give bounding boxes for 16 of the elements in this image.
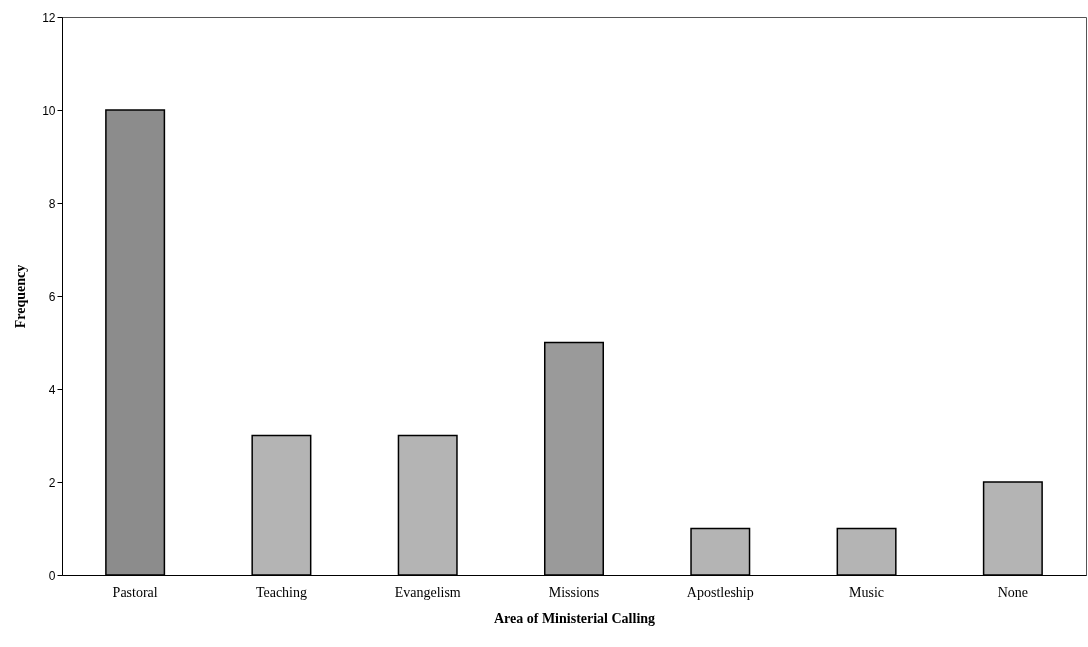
x-tick-label: None: [997, 584, 1029, 600]
x-tick-label: Pastoral: [112, 584, 158, 600]
x-tick-label: Apostleship: [686, 584, 754, 600]
y-axis-title: Frequency: [13, 264, 29, 329]
y-tick-label: 0: [48, 568, 56, 583]
x-tick-label: Missions: [548, 584, 600, 600]
x-tick-label: Evangelism: [394, 584, 461, 600]
y-tick-label: 2: [48, 475, 56, 490]
x-axis-title: Area of Ministerial Calling: [493, 610, 656, 626]
y-tick-label: 6: [48, 289, 56, 304]
y-tick-label: 10: [42, 103, 56, 118]
y-tick-label: 4: [48, 382, 56, 397]
x-tick-label: Teaching: [255, 584, 307, 600]
y-tick-label: 12: [42, 10, 56, 25]
x-tick-label: Music: [849, 584, 885, 600]
y-tick-label: 8: [48, 196, 56, 211]
